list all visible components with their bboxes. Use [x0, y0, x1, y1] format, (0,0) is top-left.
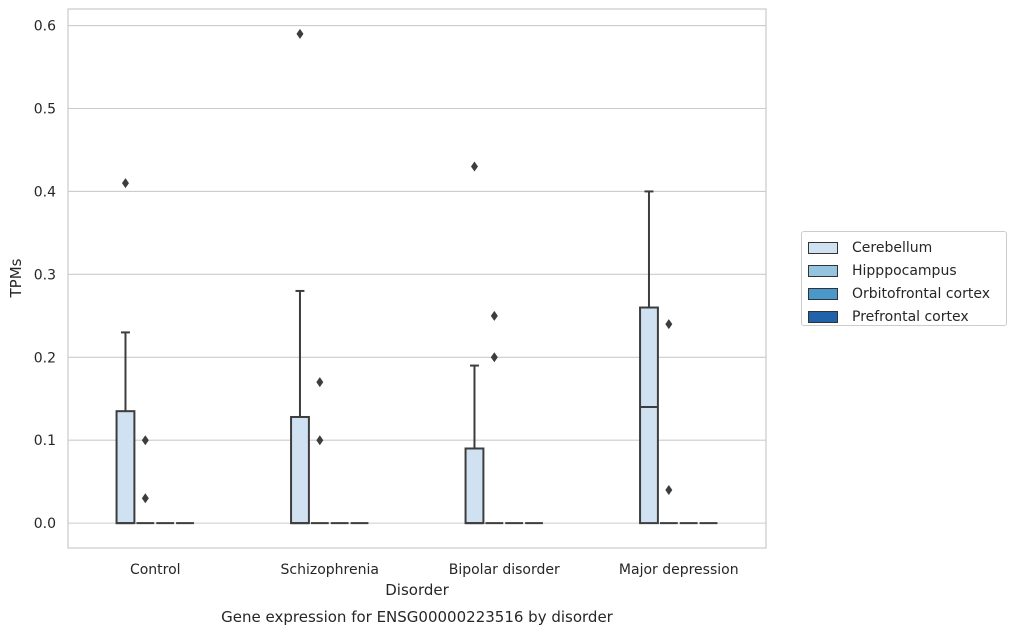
legend-label-hippocampus: Hipppocampus: [852, 262, 957, 279]
x-tick-label: Schizophrenia: [281, 562, 379, 578]
outlier-point: [665, 319, 673, 330]
box: [639, 306, 659, 525]
boxes: [115, 28, 718, 525]
y-tick-label: 0.3: [34, 267, 56, 283]
legend-label-cerebellum: Cerebellum: [852, 239, 933, 256]
legend: Cerebellum Hipppocampus Orbitofrontal co…: [801, 231, 1007, 326]
outlier-point: [141, 435, 149, 446]
y-tick-label: 0.1: [34, 433, 56, 449]
x-axis-label: Disorder: [385, 581, 449, 599]
y-tick-label: 0.0: [34, 516, 56, 532]
box-group: [310, 377, 329, 525]
plot-frame: [67, 8, 767, 549]
legend-swatch-orbitofrontal-cortex: [808, 287, 838, 300]
legend-item-hippocampus: Hipppocampus: [808, 259, 1006, 282]
y-tick-label: 0.5: [34, 102, 56, 118]
outlier-point: [121, 178, 129, 189]
y-tick-label: 0.2: [34, 350, 56, 366]
legend-item-prefrontal-cortex: Prefrontal cortex: [808, 305, 1006, 328]
box: [115, 410, 136, 525]
x-tick-label: Major depression: [619, 562, 739, 578]
y-tick-label: 0.6: [34, 19, 56, 35]
x-tick-label: Control: [130, 562, 181, 578]
legend-label-prefrontal-cortex: Prefrontal cortex: [852, 308, 969, 325]
x-tick-label: Bipolar disorder: [449, 562, 560, 578]
legend-item-cerebellum: Cerebellum: [808, 236, 1006, 259]
legend-label-orbitofrontal-cortex: Orbitofrontal cortex: [852, 285, 990, 302]
outlier-point: [490, 310, 498, 321]
box-group: [659, 319, 678, 525]
legend-swatch-hippocampus: [808, 264, 838, 277]
box-group: [639, 190, 659, 525]
y-tick-labels: 0.0 0.1 0.2 0.3 0.4 0.5 0.6: [34, 19, 56, 533]
box-group: [485, 310, 504, 525]
box: [464, 447, 485, 525]
legend-swatch-cerebellum: [808, 241, 838, 254]
legend-swatch-prefrontal-cortex: [808, 310, 838, 323]
legend-item-orbitofrontal-cortex: Orbitofrontal cortex: [808, 282, 1006, 305]
outlier-point: [316, 377, 324, 388]
box: [290, 415, 310, 525]
chart-title: Gene expression for ENSG00000223516 by d…: [221, 608, 614, 626]
box-group: [464, 161, 485, 525]
outlier-point: [470, 161, 478, 172]
outlier-point: [665, 484, 673, 495]
outlier-point: [296, 28, 304, 39]
outlier-point: [141, 493, 149, 504]
outlier-point: [316, 435, 324, 446]
y-axis-label: TPMs: [7, 258, 25, 298]
box-group: [115, 178, 136, 525]
y-tick-label: 0.4: [34, 184, 56, 200]
x-tick-labels: Control Schizophrenia Bipolar disorder Majo…: [130, 562, 739, 578]
gridlines: [68, 25, 766, 524]
box-group: [136, 435, 155, 525]
box-group: [290, 28, 310, 525]
outlier-point: [490, 352, 498, 363]
